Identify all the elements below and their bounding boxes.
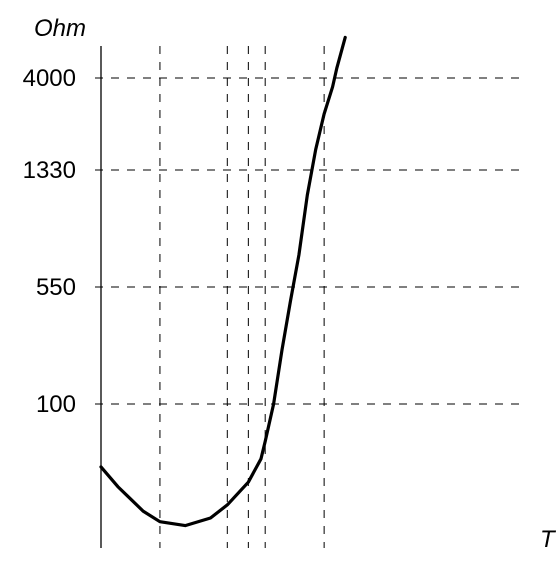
y-tick-label: 100 <box>36 391 76 418</box>
horizontal-gridlines <box>95 77 522 405</box>
y-axis-label: Ohm <box>34 15 86 42</box>
x-axis-label: T <box>540 526 556 553</box>
y-tick-label: 4000 <box>23 65 76 92</box>
vertical-gridlines <box>159 46 325 548</box>
y-tick-label: 1330 <box>23 157 76 184</box>
y-tick-label: 550 <box>36 274 76 301</box>
y-tick-labels: 4000 1330 550 100 <box>23 65 76 418</box>
series-line <box>99 35 347 528</box>
